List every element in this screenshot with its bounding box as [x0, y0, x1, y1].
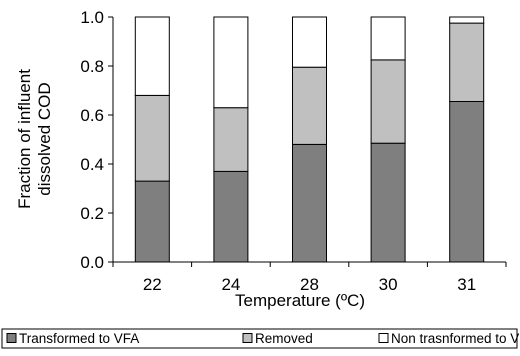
bar-28-series-3	[292, 16, 327, 68]
x-tick-label: 22	[143, 275, 162, 294]
bar-24-series-3	[213, 16, 249, 109]
y-tick-label: 0.6	[80, 106, 104, 125]
bar-30-series-1	[370, 142, 406, 263]
x-tick-label: 24	[221, 275, 240, 294]
bars	[134, 16, 485, 263]
bar-22-series-1	[134, 180, 170, 263]
bar-31-series-2	[449, 22, 485, 103]
y-tick-label: 0.8	[80, 57, 104, 76]
y-axis-title-line-1: Fraction of influent	[15, 69, 34, 209]
y-tick-label: 0.4	[80, 155, 104, 174]
x-tick-label: 28	[300, 275, 319, 294]
bar-22-series-2	[134, 94, 170, 182]
bar-22-series-3	[134, 16, 170, 96]
x-tick-label: 31	[457, 275, 476, 294]
y-tick-label: 0.2	[80, 204, 104, 223]
bar-24-series-2	[213, 107, 249, 172]
x-tick-label: 30	[379, 275, 398, 294]
legend-swatch-1	[6, 333, 17, 343]
axes	[108, 16, 507, 267]
legend-swatch-3	[378, 333, 389, 343]
bar-31-series-3	[449, 16, 485, 24]
legend: Transformed to VFA Removed Non trasnformed…	[1, 328, 520, 349]
x-axis-title: Temperature (ºC)	[235, 291, 365, 310]
y-axis-title: Fraction of influent dissolved COD	[15, 69, 54, 209]
x-tick-labels: 22 24 28 30 31	[143, 275, 476, 294]
y-tick-labels: 0.0 0.2 0.4 0.6 0.8 1.0	[80, 8, 104, 272]
bar-30-series-2	[370, 59, 406, 144]
y-tick-label: 1.0	[80, 8, 104, 27]
legend-swatch-2	[242, 333, 253, 343]
y-tick-label: 0.0	[80, 253, 104, 272]
legend-label-1: Transformed to VFA	[19, 331, 139, 346]
bar-28-series-2	[292, 66, 327, 145]
bar-31-series-1	[449, 101, 485, 263]
bar-28-series-1	[292, 143, 327, 263]
bar-24-series-1	[213, 170, 249, 263]
y-axis-title-line-2: dissolved COD	[35, 82, 54, 195]
legend-label-2: Removed	[255, 331, 313, 346]
bar-30-series-3	[370, 16, 406, 61]
legend-label-3: Non trasnformed to VFA	[391, 331, 520, 346]
